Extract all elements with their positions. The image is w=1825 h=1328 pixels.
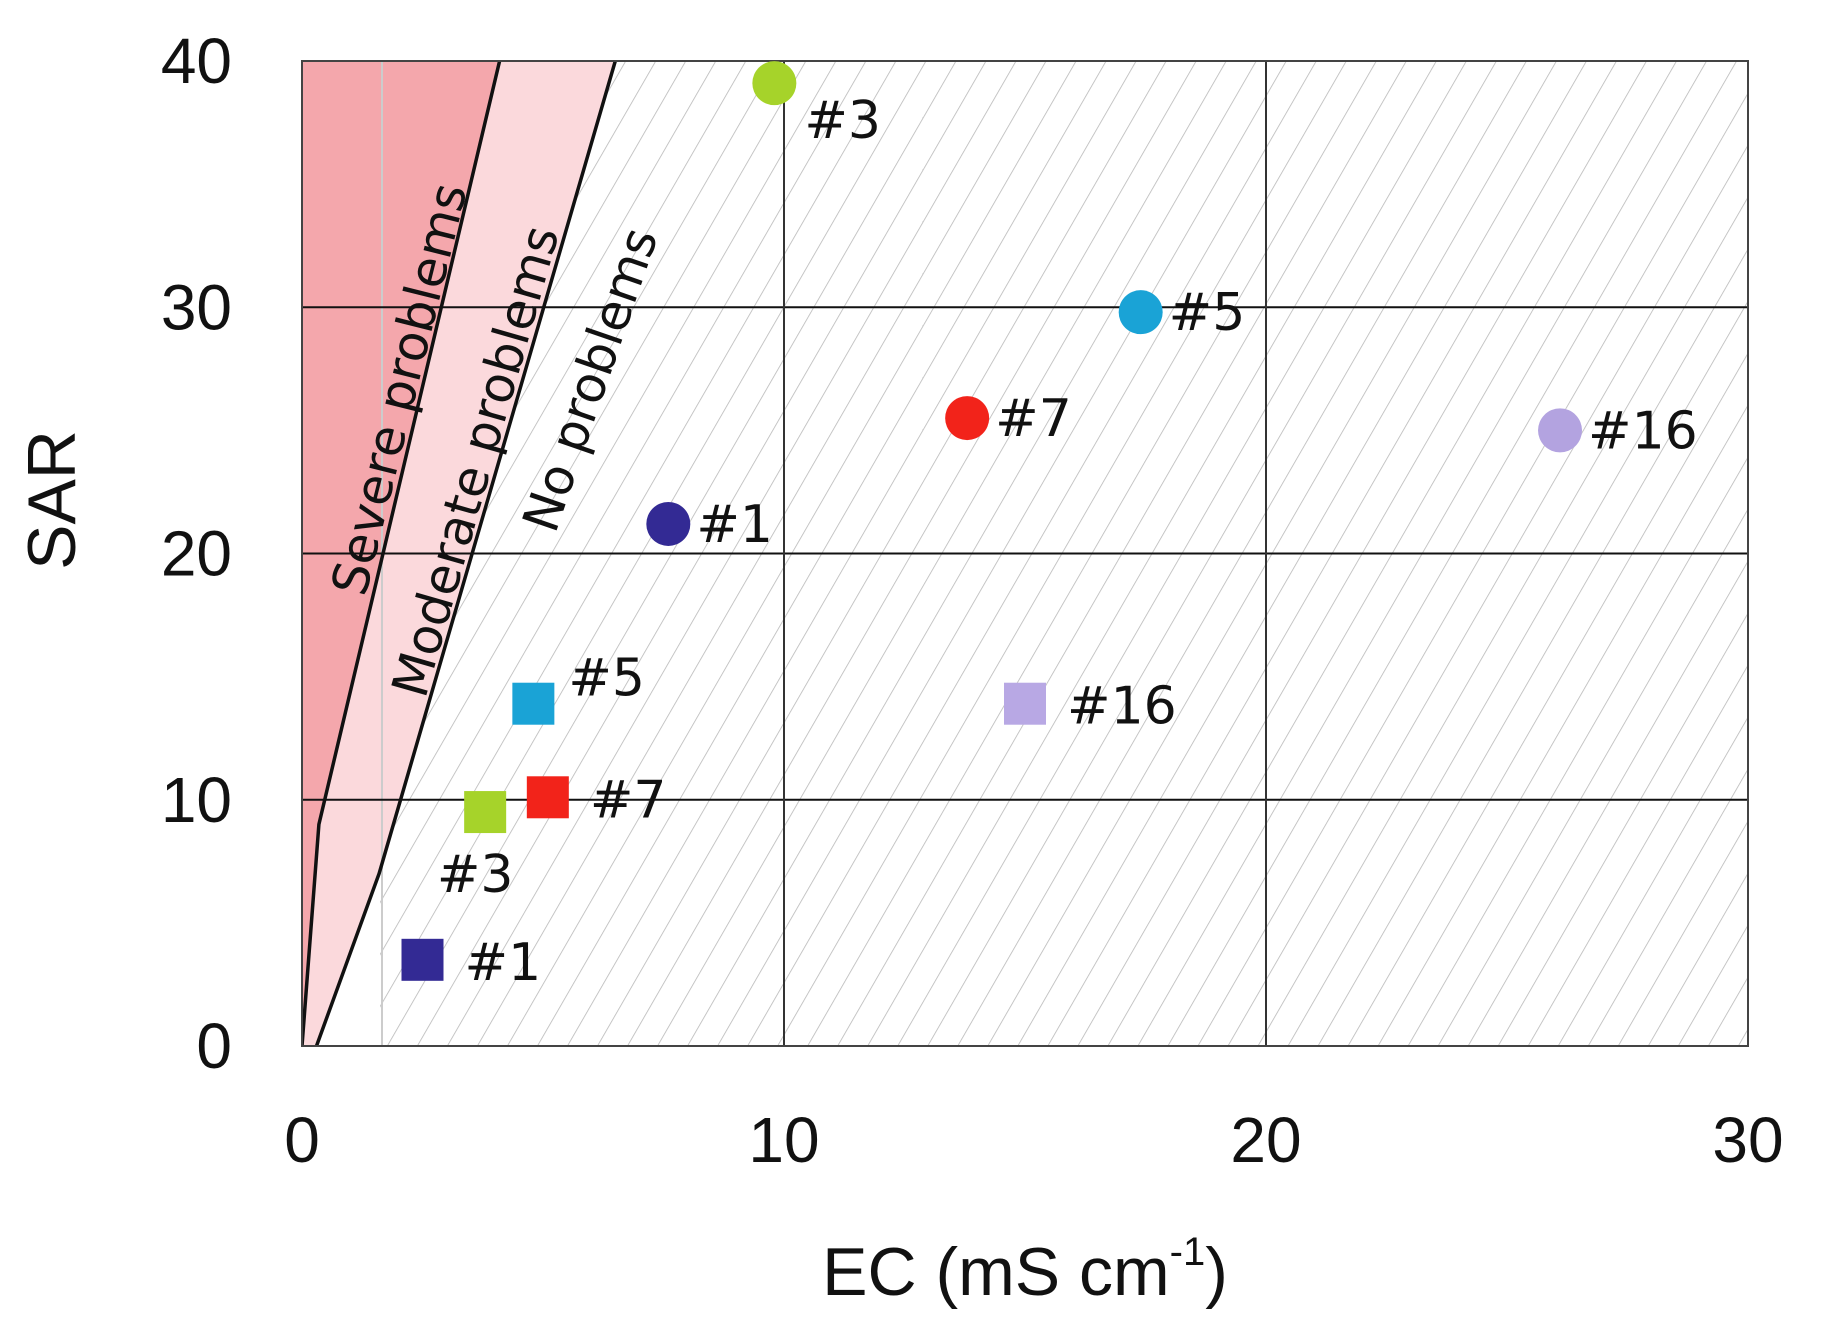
data-point-circle-7 xyxy=(945,396,990,441)
x-axis-title: EC (mS cm-1) xyxy=(822,1230,1228,1310)
data-point-square-16 xyxy=(1004,682,1046,725)
x-tick-label: 20 xyxy=(1230,1104,1301,1176)
x-tick-label: 30 xyxy=(1712,1104,1783,1176)
x-axis-title-close: ) xyxy=(1205,1234,1228,1310)
x-axis-title-text: EC (mS cm xyxy=(822,1234,1170,1310)
data-point-label: #16 xyxy=(1588,401,1698,461)
x-tick-label: 10 xyxy=(748,1104,819,1176)
data-point-label: #16 xyxy=(1067,677,1177,737)
moderate-boundary-line xyxy=(314,61,617,1046)
y-tick-label: 0 xyxy=(196,1010,232,1082)
data-point-label: #7 xyxy=(995,389,1072,449)
y-tick-label: 20 xyxy=(161,518,232,590)
severe-boundary-line xyxy=(302,61,502,1046)
x-tick-label: 0 xyxy=(284,1104,320,1176)
plot-frame xyxy=(301,60,1749,1047)
data-point-square-5 xyxy=(512,682,555,725)
data-point-label: #1 xyxy=(465,933,542,993)
data-point-circle-3 xyxy=(752,61,797,106)
data-point-label: #1 xyxy=(696,495,773,555)
data-point-label: #5 xyxy=(568,649,645,709)
y-tick-label: 30 xyxy=(161,271,232,343)
data-point-label: #5 xyxy=(1169,283,1246,343)
y-axis-title: SAR xyxy=(14,430,90,570)
data-point-circle-16 xyxy=(1538,408,1583,453)
y-tick-label: 40 xyxy=(161,25,232,97)
y-tick-label: 10 xyxy=(161,764,232,836)
data-point-label: #7 xyxy=(590,770,667,830)
x-axis-title-superscript: -1 xyxy=(1170,1230,1206,1274)
data-point-circle-5 xyxy=(1118,290,1163,335)
data-point-square-3 xyxy=(464,791,507,834)
data-point-label: #3 xyxy=(437,845,514,905)
data-point-circle-1 xyxy=(646,501,691,546)
data-point-square-7 xyxy=(526,776,569,819)
data-point-square-1 xyxy=(401,938,444,981)
data-point-label: #3 xyxy=(804,91,881,151)
